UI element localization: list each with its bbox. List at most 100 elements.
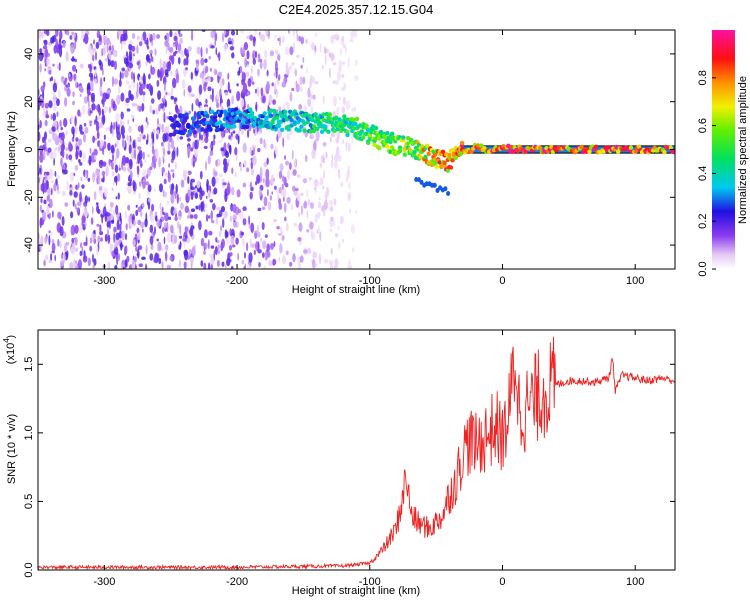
noise-speckle (154, 226, 156, 235)
noise-speckle (137, 245, 143, 250)
noise-speckle (113, 232, 116, 244)
ridge-point (437, 160, 442, 165)
noise-speckle (266, 173, 269, 178)
noise-speckle (142, 181, 146, 189)
noise-speckle (297, 237, 302, 242)
noise-speckle (232, 244, 236, 248)
noise-speckle (185, 67, 188, 71)
noise-speckle (38, 131, 41, 142)
noise-speckle (75, 264, 79, 269)
noise-speckle (130, 71, 134, 80)
noise-speckle (138, 41, 143, 47)
noise-speckle (106, 43, 109, 53)
noise-speckle (126, 108, 131, 112)
noise-speckle (209, 150, 214, 157)
noise-speckle (127, 204, 131, 211)
noise-speckle (199, 170, 203, 180)
top-y-tick-label: 40 (23, 48, 35, 60)
noise-speckle (69, 190, 73, 196)
noise-speckle (257, 224, 259, 232)
noise-speckle (96, 202, 99, 206)
noise-speckle (187, 85, 192, 93)
noise-speckle (196, 180, 201, 189)
noise-speckle (120, 111, 124, 120)
bottom-y-tick-label: 0.5 (23, 494, 35, 509)
noise-speckle (167, 150, 171, 155)
noise-speckle (240, 46, 243, 55)
noise-speckle (274, 145, 278, 155)
ridge-point (397, 148, 403, 154)
noise-speckle (159, 103, 165, 109)
noise-speckle (291, 62, 295, 66)
noise-speckle (181, 52, 184, 58)
noise-speckle (214, 32, 218, 42)
noise-speckle (98, 160, 104, 169)
noise-speckle (57, 89, 61, 98)
noise-speckle (300, 192, 304, 197)
noise-speckle (79, 63, 84, 69)
noise-speckle (172, 172, 175, 179)
noise-speckle (140, 221, 145, 229)
noise-speckle (231, 95, 235, 105)
noise-speckle (59, 226, 64, 237)
noise-speckle (260, 87, 264, 96)
noise-speckle (345, 141, 348, 152)
noise-speckle (273, 218, 277, 223)
noise-speckle (318, 196, 321, 201)
ridge-point (579, 144, 584, 150)
noise-speckle (289, 92, 293, 102)
noise-speckle (87, 177, 91, 182)
noise-speckle (70, 43, 75, 54)
noise-speckle (151, 203, 155, 212)
noise-speckle (79, 124, 83, 133)
noise-speckle (132, 191, 136, 195)
noise-speckle (299, 255, 304, 263)
noise-speckle (114, 143, 117, 148)
noise-speckle (262, 252, 265, 258)
noise-speckle (113, 176, 118, 183)
noise-speckle (148, 83, 152, 92)
noise-speckle (315, 130, 320, 142)
noise-speckle (121, 67, 125, 72)
noise-speckle (226, 30, 230, 37)
ridge-point (345, 117, 350, 122)
noise-speckle (242, 206, 247, 212)
noise-speckle (115, 140, 119, 148)
ridge-point (209, 109, 215, 114)
noise-speckle (121, 155, 127, 166)
noise-speckle (324, 191, 328, 200)
ridge-point (323, 124, 328, 129)
noise-speckle (150, 66, 156, 75)
noise-speckle (136, 82, 139, 92)
ridge-point (397, 145, 403, 150)
ridge-point (445, 168, 450, 173)
noise-speckle (120, 92, 125, 102)
noise-speckle (126, 255, 130, 263)
noise-speckle (340, 182, 344, 187)
noise-speckle (220, 225, 223, 232)
noise-speckle (161, 141, 164, 147)
noise-speckle (232, 203, 237, 213)
noise-speckle (156, 238, 159, 242)
noise-speckle (144, 39, 149, 45)
ridge-point (176, 123, 181, 128)
noise-speckle (289, 64, 293, 71)
noise-speckle (178, 259, 181, 268)
noise-speckle (79, 162, 83, 166)
noise-speckle (306, 210, 309, 219)
noise-speckle (329, 137, 332, 143)
noise-speckle (284, 155, 286, 160)
noise-speckle (227, 258, 232, 263)
noise-speckle (231, 132, 233, 137)
noise-speckle (82, 151, 86, 162)
noise-speckle (89, 120, 93, 124)
noise-speckle (103, 134, 106, 140)
noise-speckle (109, 201, 114, 208)
ridge-point (342, 114, 347, 119)
noise-speckle (136, 61, 140, 66)
noise-speckle (178, 235, 183, 239)
noise-speckle (270, 242, 274, 250)
noise-speckle (152, 32, 156, 41)
ridge-point (244, 124, 250, 130)
noise-speckle (314, 184, 317, 195)
